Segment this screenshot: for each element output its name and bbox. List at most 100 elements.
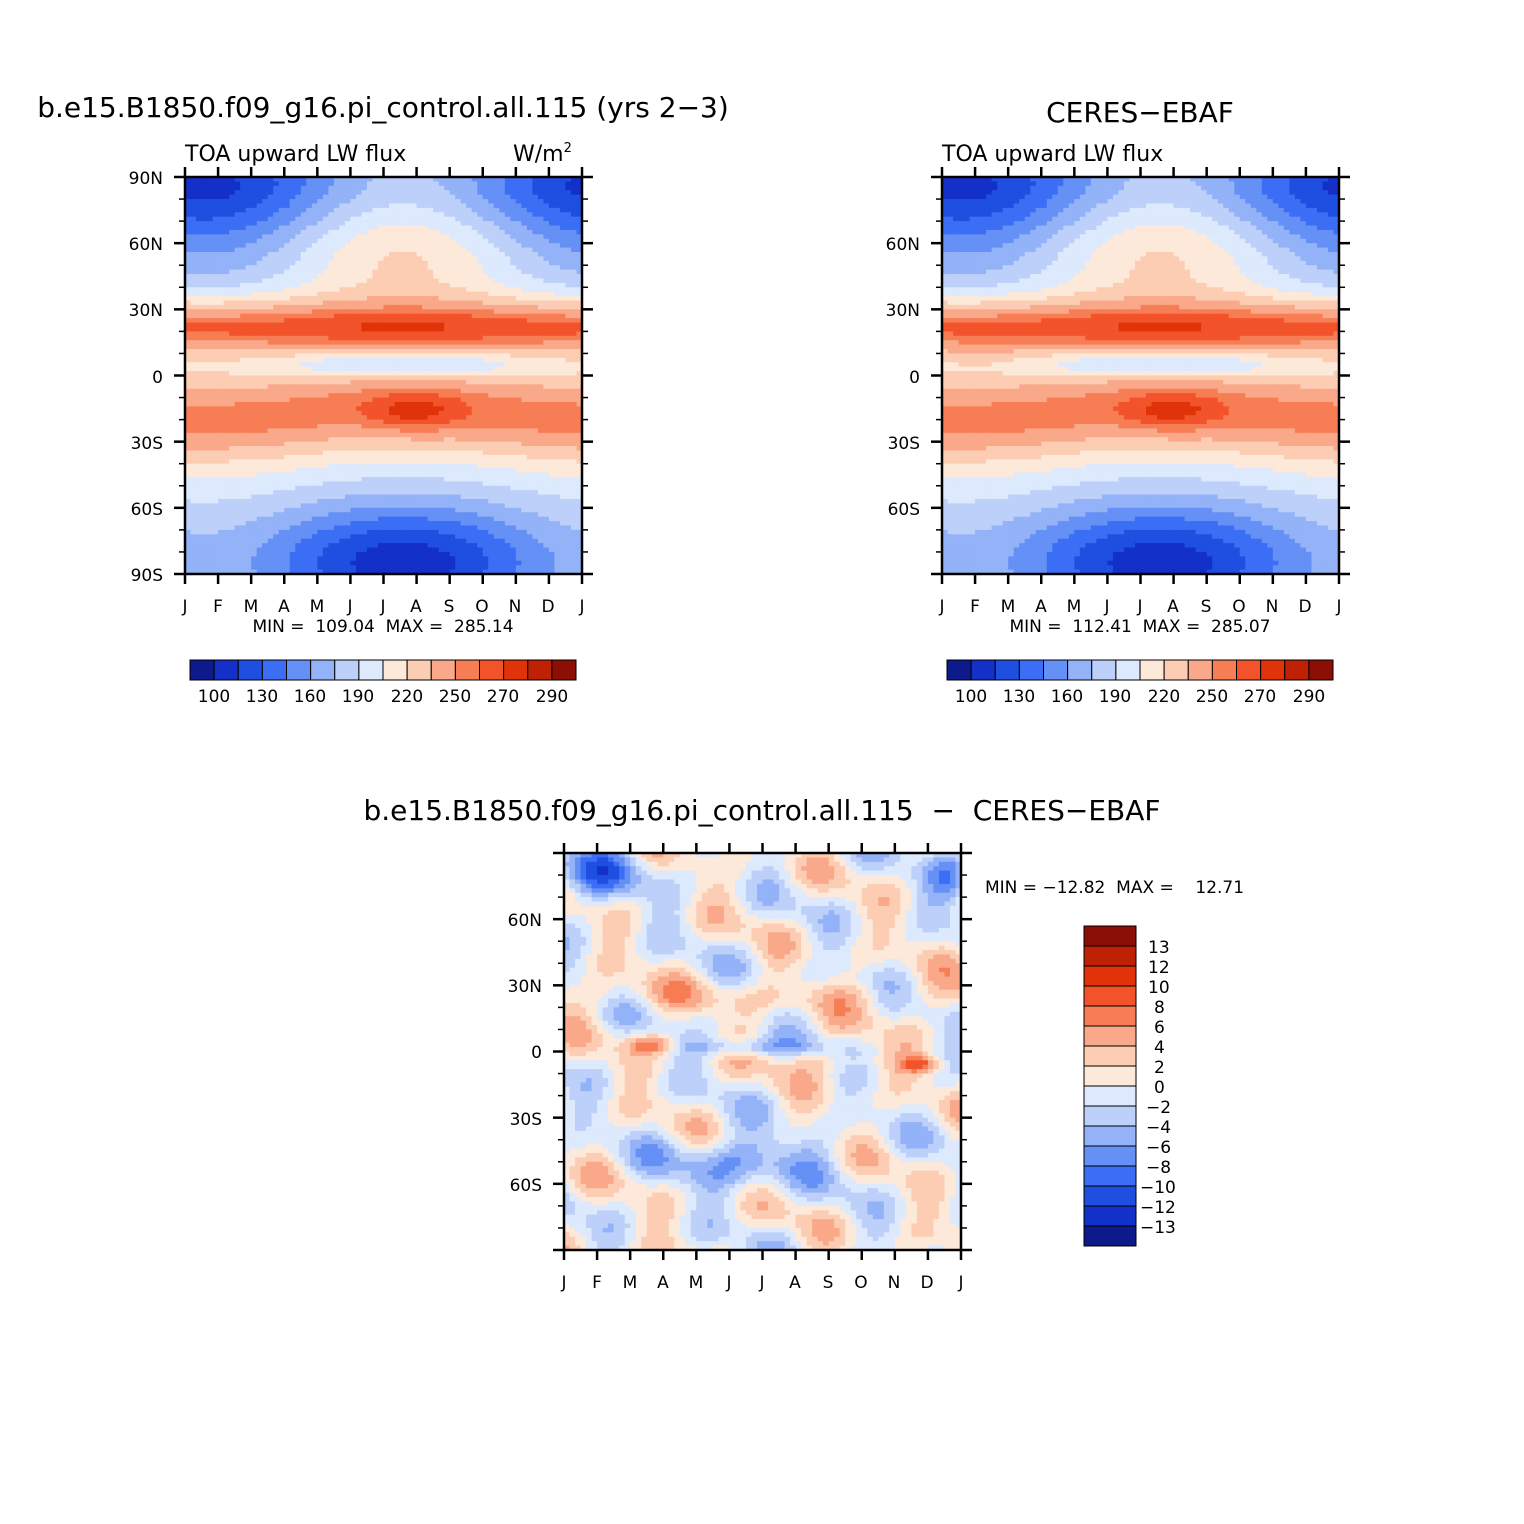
contour-cell (295, 428, 302, 434)
contour-cell (372, 357, 379, 363)
contour-cell (278, 304, 285, 310)
contour-cell (355, 247, 363, 253)
contour-cell (521, 415, 528, 421)
contour-cell (411, 225, 418, 231)
contour-cell (422, 459, 429, 465)
contour-cell (548, 362, 556, 368)
contour-cell (201, 428, 208, 434)
contour-cell (372, 401, 379, 407)
contour-cell (185, 450, 192, 456)
contour-cell (355, 437, 363, 443)
contour-cell (548, 326, 556, 332)
contour-cell (422, 251, 429, 257)
contour-cell (240, 300, 247, 306)
contour-cell (548, 415, 556, 421)
contour-cell (317, 362, 324, 368)
contour-cell (262, 282, 269, 288)
contour-cell (311, 415, 318, 421)
contour-cell (576, 450, 582, 456)
contour-cell (389, 177, 396, 183)
contour-cell (322, 362, 329, 368)
contour-cell (488, 243, 495, 249)
contour-cell (565, 300, 572, 306)
contour-cell (350, 459, 357, 465)
contour-cell (256, 450, 263, 456)
contour-cell (532, 256, 539, 262)
contour-cell (521, 221, 528, 227)
contour-cell (273, 296, 280, 302)
contour-cell (234, 207, 241, 213)
contour-cell (377, 256, 385, 262)
contour-cell (278, 331, 285, 337)
contour-cell (289, 269, 296, 275)
contour-cell (350, 199, 357, 205)
contour-cell (400, 349, 407, 355)
contour-cell (389, 274, 396, 280)
contour-cell (267, 366, 274, 372)
contour-cell (477, 349, 484, 355)
contour-cell (389, 459, 396, 465)
contour-cell (493, 238, 500, 244)
contour-cell (295, 459, 302, 465)
contour-cell (207, 419, 214, 425)
contour-cell (405, 177, 412, 183)
contour-cell (411, 260, 418, 266)
contour-cell (537, 322, 544, 328)
contour-cell (355, 194, 363, 200)
contour-cell (273, 366, 280, 372)
contour-cell (273, 481, 280, 487)
contour-cell (240, 256, 247, 262)
contour-cell (344, 216, 352, 222)
contour-cell (466, 371, 473, 377)
contour-cell (521, 177, 528, 183)
contour-cell (256, 274, 263, 280)
contour-cell (295, 437, 302, 443)
contour-cell (377, 300, 385, 306)
contour-cell (532, 371, 539, 377)
contour-cell (444, 335, 451, 341)
contour-cell (488, 468, 495, 474)
contour-cell (317, 419, 324, 425)
contour-cell (471, 357, 478, 363)
contour-cell (570, 225, 578, 231)
contour-cell (488, 357, 495, 363)
contour-cell (322, 309, 329, 315)
contour-cell (295, 322, 302, 328)
contour-cell (344, 291, 352, 297)
contour-cell (306, 446, 313, 452)
contour-cell (389, 349, 396, 355)
contour-cell (262, 247, 269, 253)
contour-cell (322, 238, 329, 244)
contour-cell (427, 432, 434, 438)
contour-cell (322, 322, 329, 328)
contour-cell (366, 454, 374, 460)
contour-cell (521, 384, 528, 390)
contour-cell (433, 401, 440, 407)
contour-cell (565, 313, 572, 319)
contour-cell (284, 256, 291, 262)
contour-cell (526, 194, 533, 200)
contour-cell (521, 335, 528, 341)
contour-cell (350, 472, 357, 478)
contour-cell (267, 274, 274, 280)
contour-cell (504, 256, 511, 262)
contour-cell (317, 349, 324, 355)
contour-cell (328, 388, 335, 394)
contour-cell (449, 199, 456, 205)
contour-cell (262, 340, 269, 346)
contour-cell (570, 212, 578, 218)
contour-cell (427, 251, 434, 257)
contour-cell (400, 375, 407, 381)
contour-cell (350, 397, 357, 403)
contour-cell (554, 349, 561, 355)
contour-cell (262, 424, 269, 430)
contour-cell (576, 335, 582, 341)
contour-cell (394, 450, 401, 456)
contour-cell (427, 318, 434, 324)
contour-cell (493, 185, 500, 191)
contour-cell (389, 221, 396, 227)
contour-cell (537, 185, 544, 191)
contour-cell (482, 340, 489, 346)
contour-cell (212, 194, 219, 200)
contour-cell (543, 282, 550, 288)
